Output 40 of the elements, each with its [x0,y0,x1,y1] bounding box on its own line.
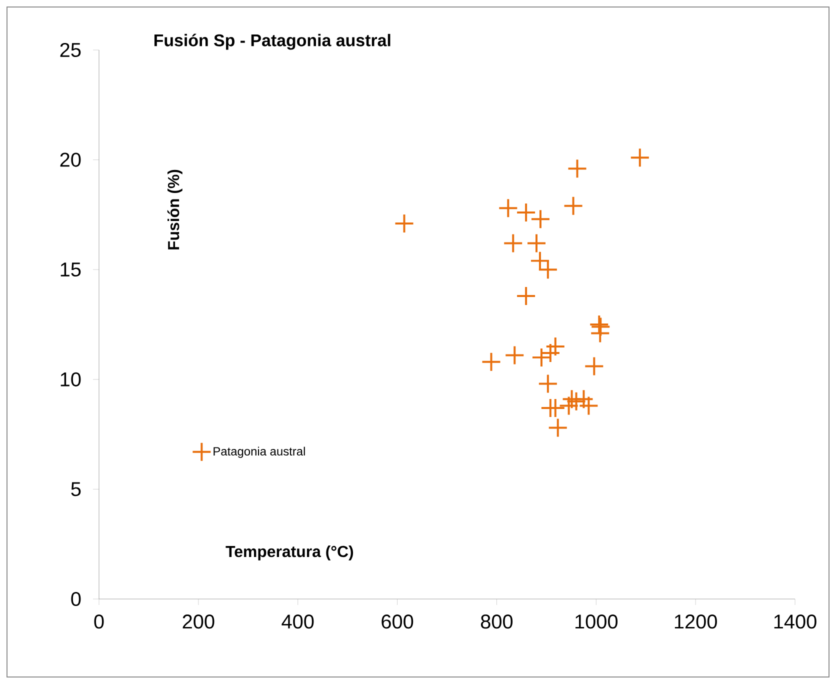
point [574,389,594,410]
y-tick-label: 25 [60,42,81,58]
point [545,336,566,356]
point [630,148,650,168]
y-axis-title: Fusión (%) [167,170,182,250]
point [584,356,604,376]
x-tick-label: 1000 [576,614,618,629]
point [538,374,558,394]
y-tick-label: 20 [60,152,81,167]
x-axis-title: Temperatura (°C) [226,545,354,560]
x-tick-label: 1400 [774,614,816,629]
point [394,213,414,234]
point [516,202,536,222]
point [530,209,550,230]
chart-title: Fusión Sp - Patagonia austral [154,34,390,50]
x-tick-label: 800 [480,614,513,629]
x-tick-label: 0 [94,614,104,629]
point [540,343,560,364]
y-tick-label: 5 [71,482,81,496]
point [498,198,518,218]
point [548,418,568,438]
y-tick-label: 10 [60,372,81,386]
point [531,347,552,368]
point [563,196,584,216]
y-tick-label: 15 [60,262,81,277]
x-tick-label: 200 [182,614,214,629]
point [516,286,536,306]
point [567,158,588,179]
point [526,233,546,254]
y-tick-label: 0 [71,592,81,606]
point [566,391,586,412]
point [481,352,502,372]
point [503,233,524,254]
point [578,396,599,416]
x-tick-label: 400 [282,614,314,629]
point [504,345,525,366]
x-tick-label: 1200 [674,614,717,629]
point [558,396,579,416]
legend-label: Patagonia austral [214,446,305,458]
x-tick-label: 600 [382,614,414,629]
